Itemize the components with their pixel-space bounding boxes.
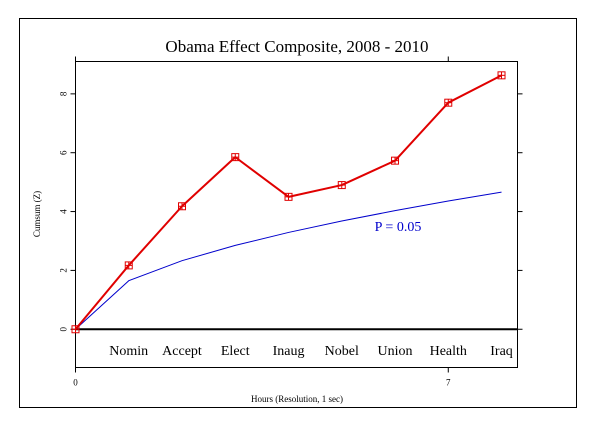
- cumsum-marker: [391, 156, 400, 165]
- event-label: Inaug: [273, 344, 305, 359]
- event-label: Iraq: [490, 344, 513, 359]
- cumsum-marker: [178, 202, 187, 211]
- plot-area: [75, 61, 518, 368]
- outer-border: [19, 18, 577, 408]
- event-label: Nomin: [109, 344, 148, 359]
- significance-curve: [75, 191, 502, 330]
- cumsum-marker: [337, 181, 346, 190]
- event-label: Union: [378, 344, 413, 359]
- axes: 0 2 4 6 8 0 7: [59, 56, 523, 388]
- event-label: Elect: [221, 344, 250, 359]
- x-tick-label: 7: [446, 378, 451, 388]
- cumsum-marker: [71, 325, 80, 334]
- p-value-annotation: P = 0.05: [375, 220, 422, 235]
- cumsum-marker: [444, 98, 453, 107]
- event-label: Health: [430, 344, 467, 359]
- y-tick-label: 2: [59, 268, 69, 273]
- y-tick-label: 0: [59, 327, 69, 332]
- event-label: Accept: [162, 344, 202, 359]
- y-tick-label: 4: [59, 209, 69, 214]
- cumsum-marker: [497, 71, 506, 80]
- cumsum-marker: [284, 192, 293, 201]
- y-axis-label: Cumsum (Z): [32, 191, 42, 237]
- cumsum-line: [74, 74, 502, 330]
- cumsum-marker: [124, 261, 133, 270]
- x-axis-label: Hours (Resolution, 1 sec): [251, 394, 343, 404]
- y-tick-label: 6: [59, 150, 69, 155]
- event-label: Nobel: [325, 344, 359, 359]
- x-tick-label: 0: [73, 378, 78, 388]
- y-tick-label: 8: [59, 91, 69, 96]
- cumsum-marker: [231, 153, 240, 162]
- chart-marks: Nomin Accept Elect Inaug Nobel Union Health Ira…: [71, 71, 518, 359]
- chart-title: Obama Effect Composite, 2008 - 2010: [165, 37, 428, 56]
